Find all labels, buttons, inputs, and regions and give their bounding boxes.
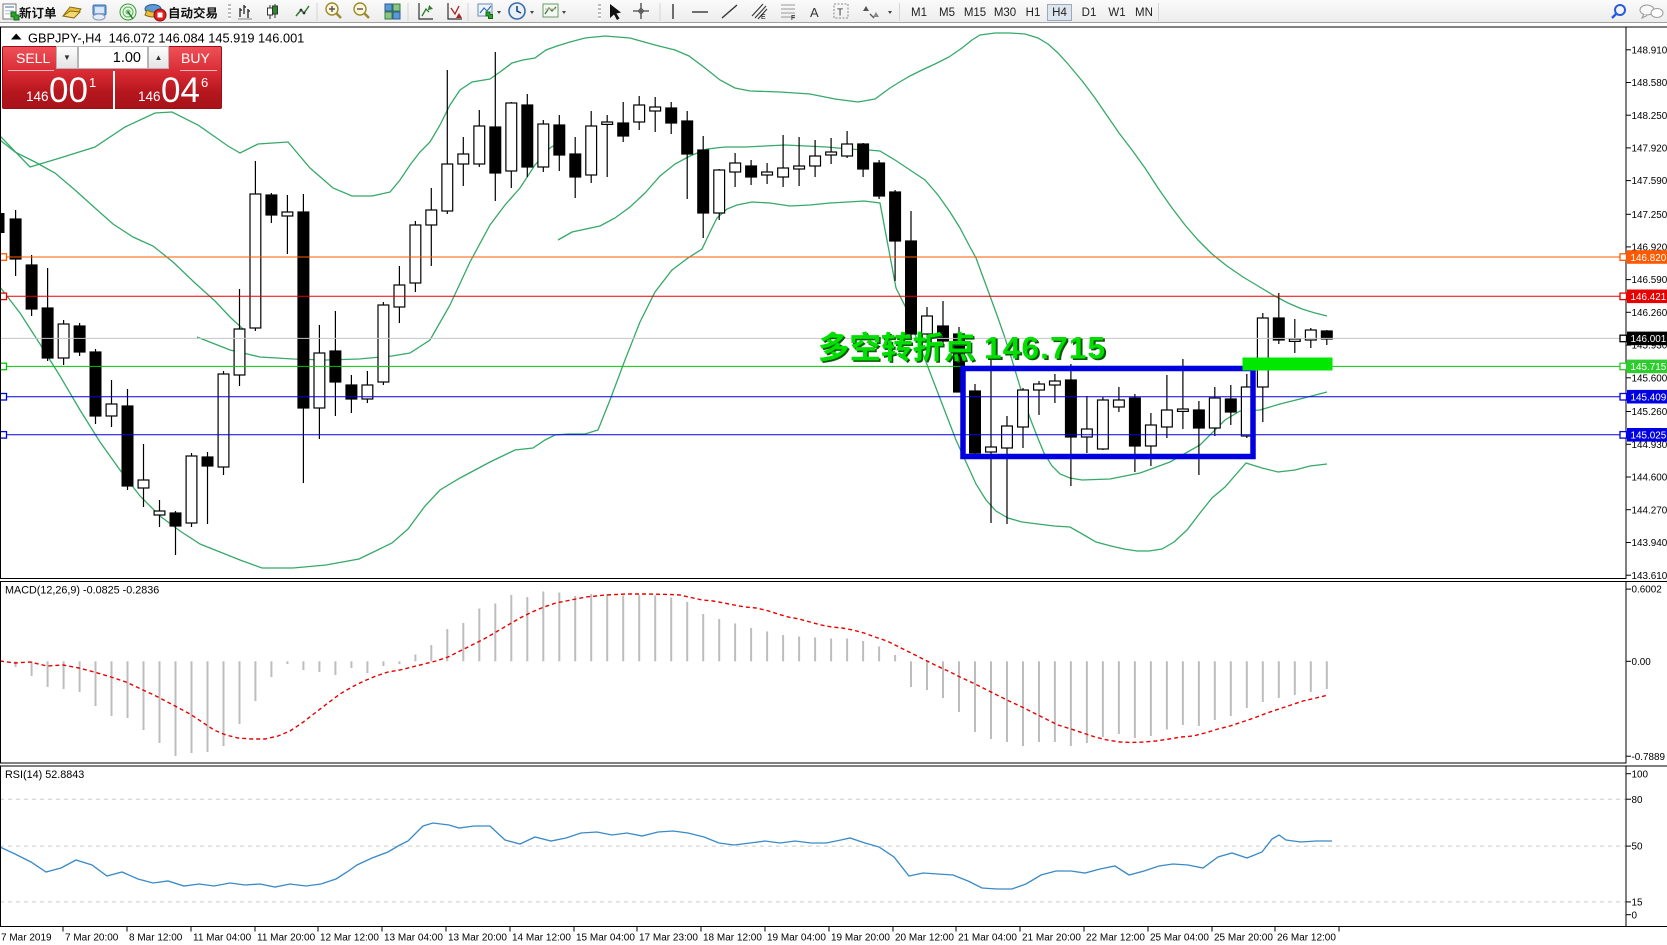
svg-text:145.025: 145.025 <box>1631 431 1667 442</box>
svg-text:146.920: 146.920 <box>1632 243 1667 254</box>
svg-text:13 Mar 20:00: 13 Mar 20:00 <box>448 933 507 944</box>
svg-text:-0.7889: -0.7889 <box>1632 752 1666 763</box>
svg-text:146.260: 146.260 <box>1632 308 1667 319</box>
svg-text:25 Mar 04:00: 25 Mar 04:00 <box>1150 933 1209 944</box>
svg-text:11 Mar 20:00: 11 Mar 20:00 <box>257 933 316 944</box>
svg-text:14 Mar 12:00: 14 Mar 12:00 <box>512 933 571 944</box>
svg-text:148.250: 148.250 <box>1632 111 1667 122</box>
svg-text:145.409: 145.409 <box>1631 393 1667 404</box>
svg-text:145.930: 145.930 <box>1632 341 1667 352</box>
svg-text:A: A <box>810 5 819 20</box>
svg-text:15 Mar 04:00: 15 Mar 04:00 <box>576 933 635 944</box>
svg-text:7 Mar 20:00: 7 Mar 20:00 <box>65 933 119 944</box>
svg-text:147.250: 147.250 <box>1632 210 1667 221</box>
svg-text:146.715: 146.715 <box>986 331 1108 367</box>
svg-text:146.001: 146.001 <box>1631 334 1667 345</box>
svg-text:0.00: 0.00 <box>1632 657 1652 668</box>
svg-text:15: 15 <box>1632 898 1643 909</box>
svg-text:20 Mar 12:00: 20 Mar 12:00 <box>895 933 954 944</box>
svg-text:12 Mar 12:00: 12 Mar 12:00 <box>320 933 379 944</box>
svg-text:8 Mar 12:00: 8 Mar 12:00 <box>129 933 183 944</box>
svg-text:144.600: 144.600 <box>1632 473 1667 484</box>
svg-text:GBPJPY-,H4 146.072 146.084 14: GBPJPY-,H4 146.072 146.084 145.919 146.0… <box>28 31 304 46</box>
svg-text:146.590: 146.590 <box>1632 275 1667 286</box>
svg-text:144.930: 144.930 <box>1632 440 1667 451</box>
svg-text:0.6002: 0.6002 <box>1632 585 1662 596</box>
svg-text:147.920: 147.920 <box>1632 144 1667 155</box>
svg-text:143.610: 143.610 <box>1632 571 1667 582</box>
svg-text:148.910: 148.910 <box>1632 45 1667 56</box>
svg-text:146.421: 146.421 <box>1631 292 1667 303</box>
svg-text:146.715: 146.715 <box>984 330 1106 366</box>
svg-text:17 Mar 23:00: 17 Mar 23:00 <box>639 933 698 944</box>
svg-text:100: 100 <box>1632 769 1649 780</box>
svg-text:145.715: 145.715 <box>1631 362 1667 373</box>
svg-text:E: E <box>761 14 766 21</box>
svg-text:50: 50 <box>1632 842 1643 853</box>
svg-text:21 Mar 04:00: 21 Mar 04:00 <box>958 933 1017 944</box>
svg-text:19 Mar 04:00: 19 Mar 04:00 <box>767 933 826 944</box>
svg-text:MACD(12,26,9) -0.0825 -0.2836: MACD(12,26,9) -0.0825 -0.2836 <box>5 585 159 597</box>
svg-text:26 Mar 12:00: 26 Mar 12:00 <box>1277 933 1336 944</box>
svg-text:11 Mar 04:00: 11 Mar 04:00 <box>193 933 252 944</box>
svg-text:22 Mar 12:00: 22 Mar 12:00 <box>1086 933 1145 944</box>
svg-text:148.580: 148.580 <box>1632 78 1667 89</box>
svg-text:T: T <box>837 8 843 19</box>
svg-text:19 Mar 20:00: 19 Mar 20:00 <box>831 933 890 944</box>
svg-text:145.260: 145.260 <box>1632 407 1667 418</box>
svg-text:145.600: 145.600 <box>1632 373 1667 384</box>
svg-text:147.590: 147.590 <box>1632 176 1667 187</box>
svg-text:F: F <box>791 15 795 22</box>
svg-text:21 Mar 20:00: 21 Mar 20:00 <box>1022 933 1081 944</box>
svg-text:13 Mar 04:00: 13 Mar 04:00 <box>384 933 443 944</box>
svg-text:146.820: 146.820 <box>1631 253 1667 264</box>
svg-text:18 Mar 12:00: 18 Mar 12:00 <box>703 933 762 944</box>
svg-text:7 Mar 2019: 7 Mar 2019 <box>1 933 52 944</box>
svg-text:144.270: 144.270 <box>1632 505 1667 516</box>
svg-text:143.940: 143.940 <box>1632 538 1667 549</box>
svg-text:RSI(14) 52.8843: RSI(14) 52.8843 <box>5 769 84 781</box>
svg-text:25 Mar 20:00: 25 Mar 20:00 <box>1214 933 1273 944</box>
svg-text:0: 0 <box>1632 910 1638 921</box>
svg-text:80: 80 <box>1632 795 1643 806</box>
